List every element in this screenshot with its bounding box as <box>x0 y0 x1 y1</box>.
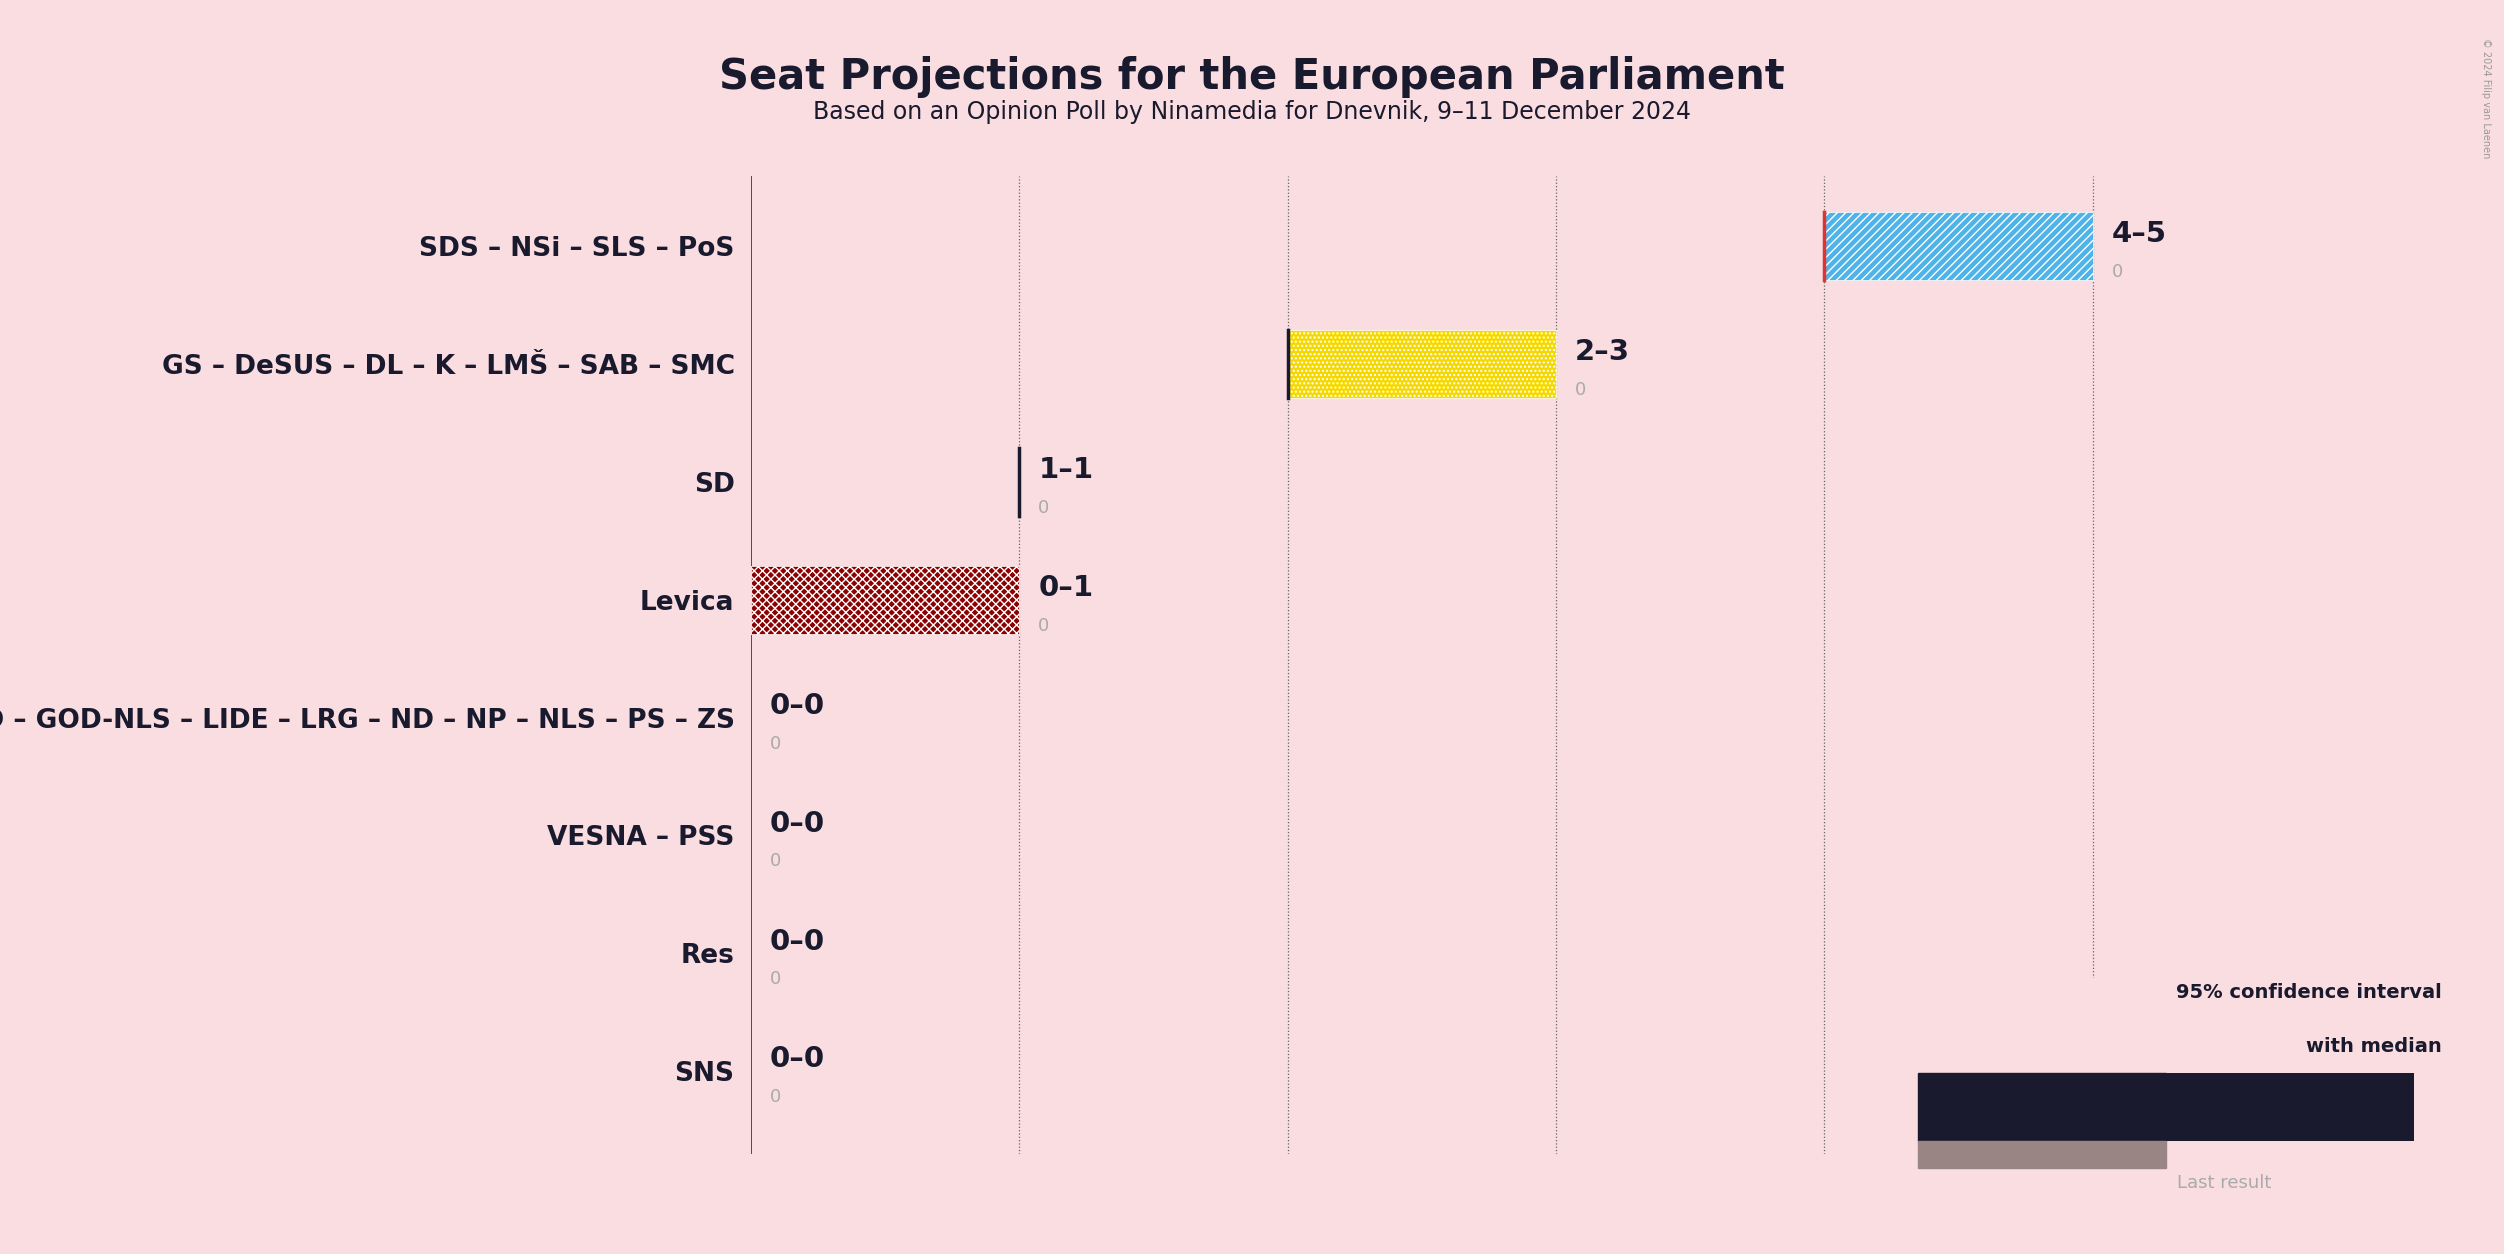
Bar <box>1918 1141 2166 1167</box>
Bar <box>751 566 1019 635</box>
Text: 0–0: 0–0 <box>769 810 826 838</box>
Text: 0: 0 <box>2111 263 2123 281</box>
Bar <box>2166 1073 2414 1141</box>
Text: © 2024 Filip van Laenen: © 2024 Filip van Laenen <box>2481 38 2491 158</box>
Bar <box>1918 1073 2166 1141</box>
Text: 0: 0 <box>769 735 781 752</box>
Text: 0–0: 0–0 <box>769 928 826 956</box>
Text: Seat Projections for the European Parliament: Seat Projections for the European Parlia… <box>719 56 1785 98</box>
Text: 0: 0 <box>769 971 781 988</box>
Text: 0: 0 <box>1039 499 1049 517</box>
Text: 0: 0 <box>1575 381 1585 399</box>
Text: 0–0: 0–0 <box>769 692 826 720</box>
Text: Last result: Last result <box>2176 1175 2271 1193</box>
Bar <box>1825 212 2093 281</box>
Text: 0: 0 <box>1039 617 1049 635</box>
Text: 4–5: 4–5 <box>2111 221 2166 248</box>
Text: 95% confidence interval: 95% confidence interval <box>2176 983 2441 1002</box>
Text: 0–0: 0–0 <box>769 1046 826 1073</box>
Text: Based on an Opinion Poll by Ninamedia for Dnevnik, 9–11 December 2024: Based on an Opinion Poll by Ninamedia fo… <box>814 100 1690 124</box>
Text: 0–1: 0–1 <box>1039 574 1094 602</box>
Text: with median: with median <box>2306 1037 2441 1056</box>
Bar <box>2166 1073 2414 1141</box>
Text: 2–3: 2–3 <box>1575 339 1630 366</box>
Text: 0: 0 <box>769 853 781 870</box>
Text: 0: 0 <box>769 1088 781 1106</box>
Bar <box>751 566 1019 635</box>
Text: 1–1: 1–1 <box>1039 456 1094 484</box>
Bar <box>1287 330 1555 399</box>
